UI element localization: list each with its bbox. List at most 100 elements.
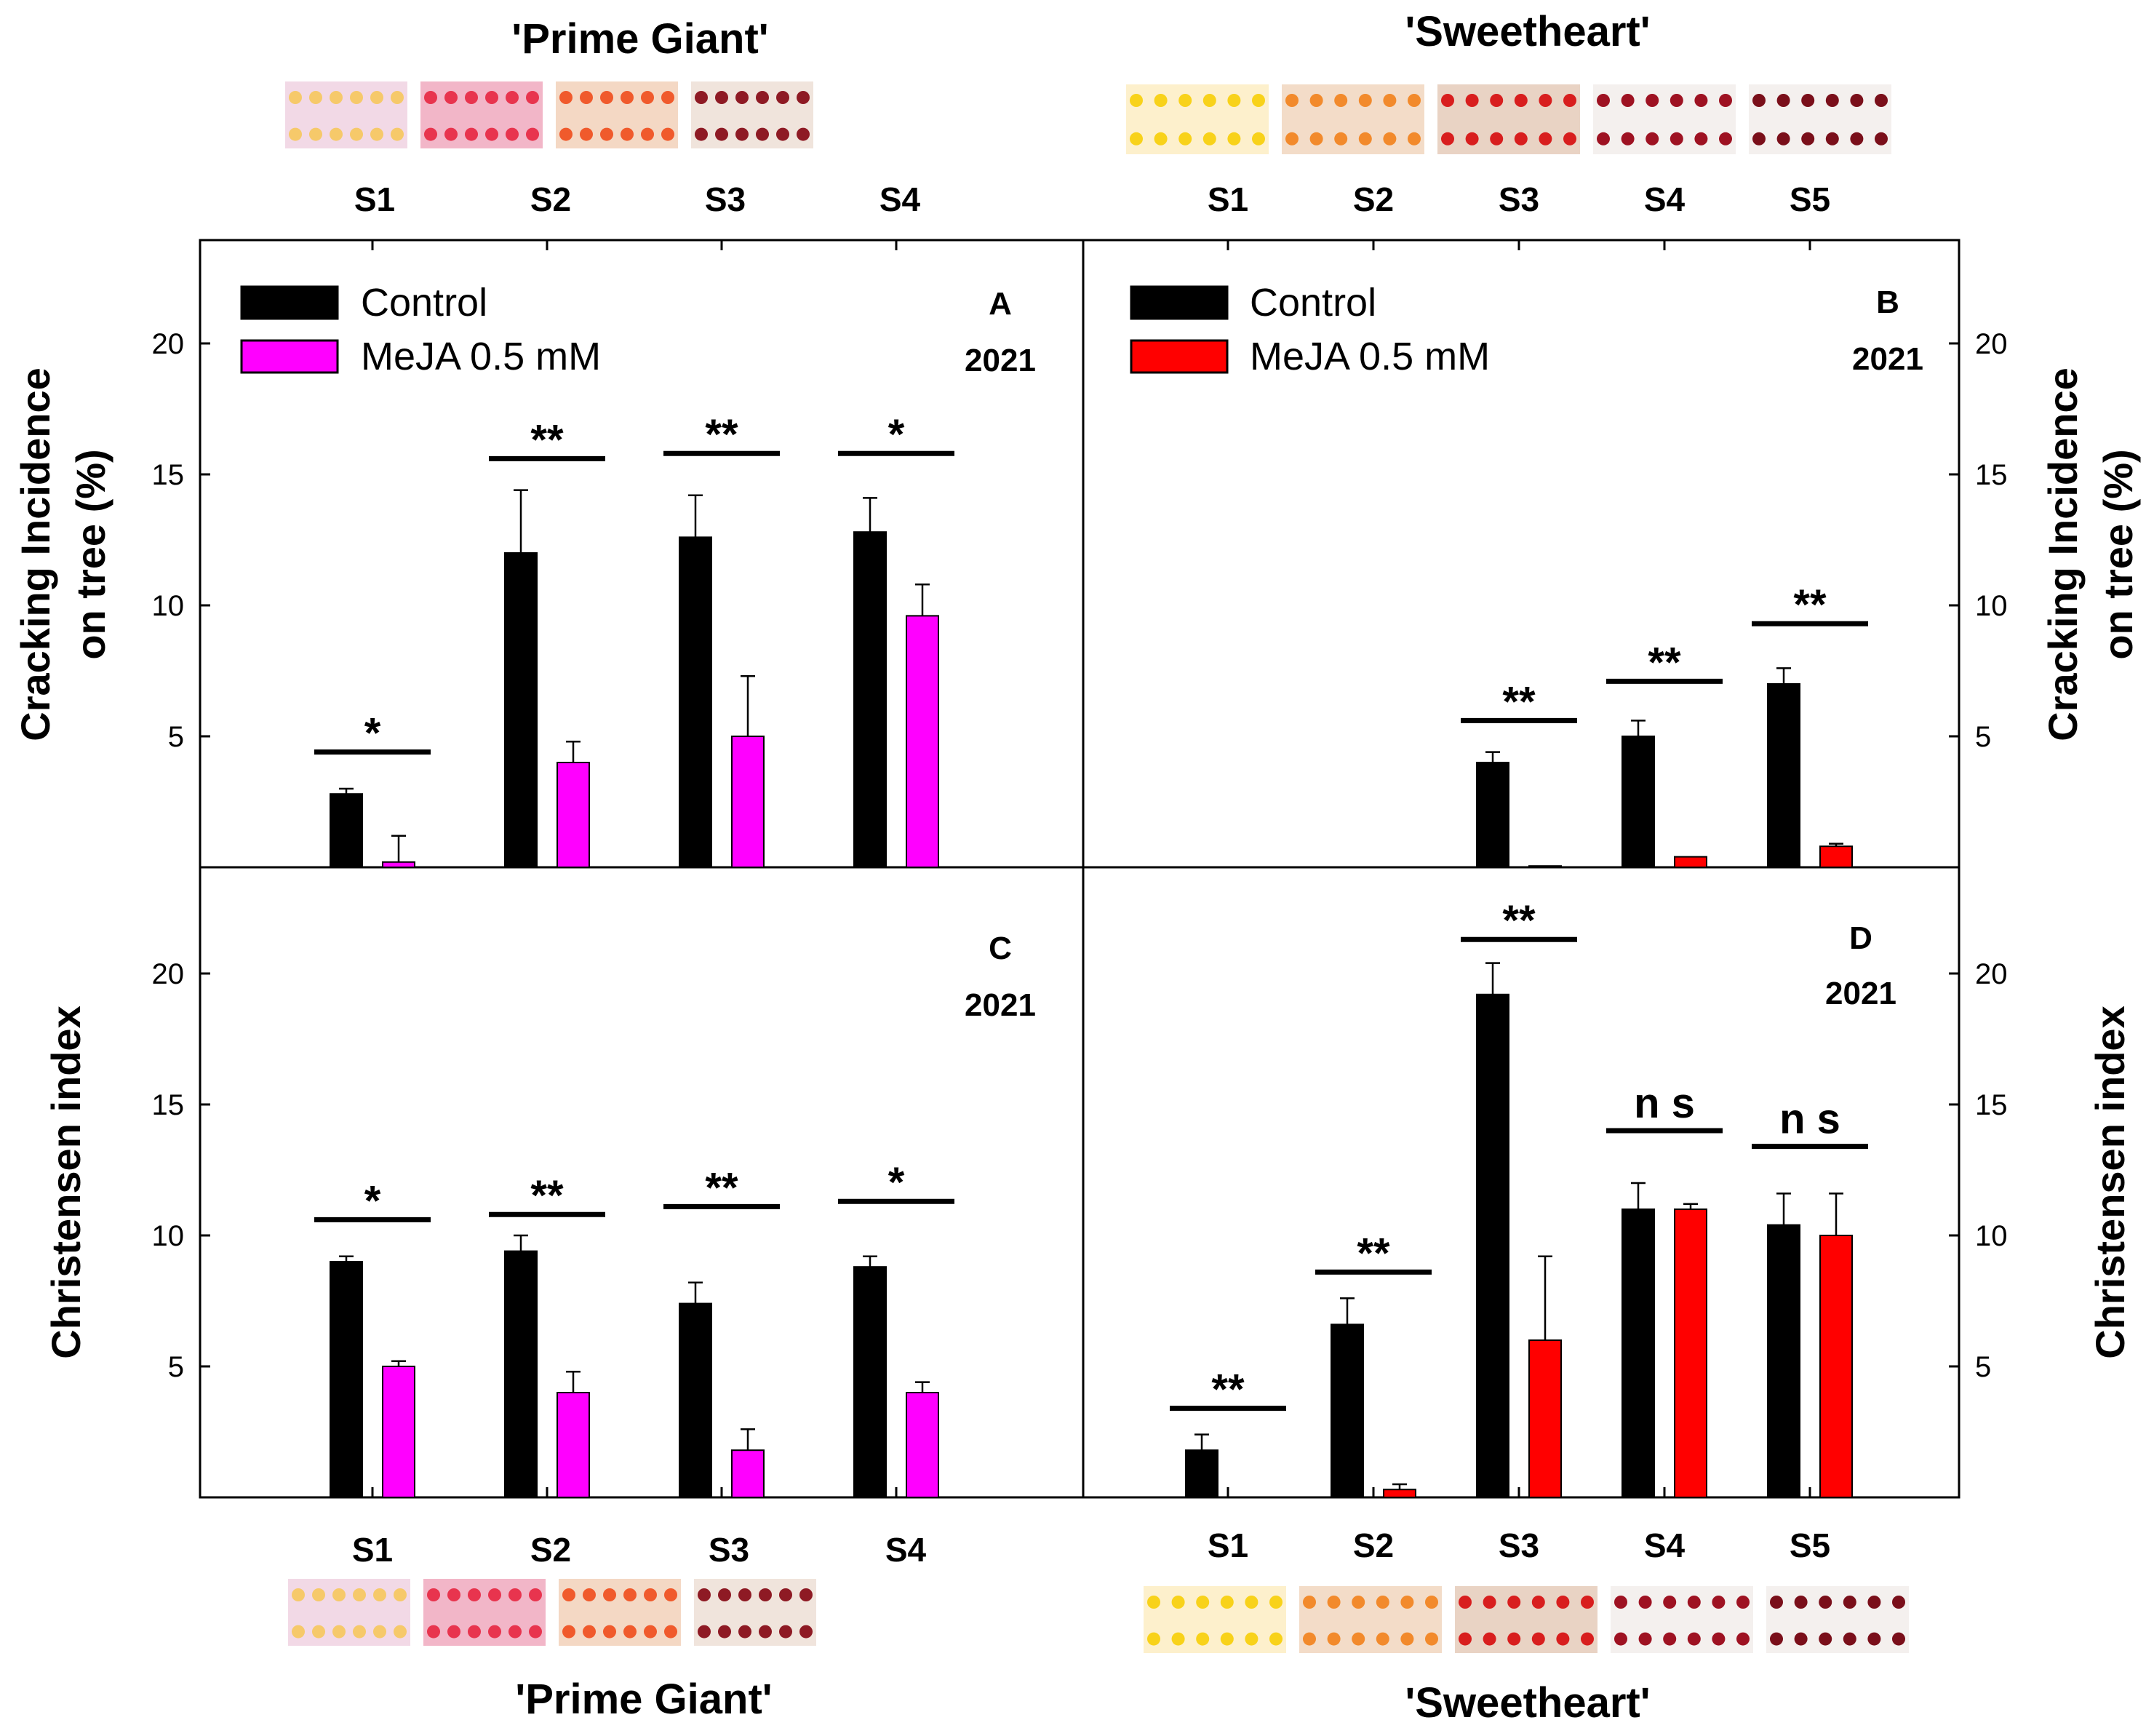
cherry-fruit (603, 1625, 616, 1639)
cherry-fruit (1719, 132, 1732, 146)
cherry-fruit (1875, 132, 1888, 146)
cherry-fruit (1400, 1596, 1414, 1609)
photo-segment (1749, 84, 1891, 154)
cherry-fruit (1752, 132, 1766, 146)
cherry-fruit (735, 91, 749, 104)
cherry-fruit (797, 127, 810, 141)
cherry-fruit (1539, 94, 1552, 107)
cherry-fruit (1202, 94, 1216, 107)
cherry-fruit (695, 91, 708, 104)
cherry-fruit (600, 127, 613, 141)
cherry-fruit (1801, 94, 1815, 107)
significance-marker-s4: * (888, 411, 905, 458)
cherry-fruit (600, 91, 613, 104)
cherry-fruit (427, 1588, 440, 1601)
y-axis-title-a-line1: Cracking Incidence (12, 367, 58, 741)
cherry-fruit (1614, 1632, 1627, 1646)
legend-swatch-control (240, 285, 339, 320)
cherry-fruit (623, 1588, 637, 1601)
panel-a-label: A (989, 286, 1012, 322)
bar-control-s2 (504, 552, 538, 868)
bar-control-s5 (1767, 683, 1800, 868)
significance-marker-s4: ** (1648, 639, 1681, 686)
cherry-fruit (1694, 132, 1708, 146)
cherry-fruit (621, 127, 634, 141)
cherry-fruit (756, 91, 769, 104)
cherry-fruit (289, 91, 302, 104)
cherry-fruit (1383, 94, 1397, 107)
stage-label-s3: S3 (709, 1531, 749, 1569)
bar-control-s4 (1622, 736, 1655, 868)
bar-control-s5 (1767, 1224, 1800, 1498)
bar-control-s3 (679, 536, 712, 869)
cherry-fruit (1490, 94, 1504, 107)
cherry-fruit (1408, 94, 1421, 107)
y-tick-label: 15 (152, 1089, 185, 1121)
cherry-fruit (485, 127, 498, 141)
cherry-fruit (1614, 1596, 1627, 1609)
panel-d-frame (1082, 866, 1960, 1499)
cherry-fruit (779, 1588, 792, 1601)
bar-control-s4 (1622, 1209, 1655, 1498)
panel-a-frame (199, 239, 1085, 869)
significance-marker-s2: ** (530, 416, 564, 463)
stage-label-s5: S5 (1790, 180, 1830, 218)
stage-label-s2: S2 (1353, 1526, 1394, 1564)
cherry-fruit (1245, 1596, 1259, 1609)
cherry-fruit (562, 1625, 575, 1639)
cherry-fruit (468, 1625, 481, 1639)
cherry-fruit (292, 1625, 305, 1639)
cherry-fruit (559, 91, 573, 104)
cherry-fruit (1819, 1632, 1832, 1646)
photo-segment (1455, 1586, 1597, 1653)
stage-label-s2: S2 (530, 180, 571, 218)
y-tick-label: 5 (168, 1351, 184, 1383)
cherry-fruit (759, 1625, 772, 1639)
cherry-fruit (1770, 1632, 1783, 1646)
bar-meja-0-5-mm-s5 (1819, 1235, 1853, 1498)
cherry-fruit (488, 1588, 501, 1601)
significance-marker-s5: n s (1779, 1096, 1840, 1143)
bar-control-s3 (1476, 993, 1509, 1499)
y-axis-title-b-line2: on tree (%) (2095, 449, 2141, 659)
legend-swatch-meja (240, 339, 339, 374)
cherry-fruit (1663, 1632, 1677, 1646)
significance-marker-s5: ** (1793, 581, 1827, 629)
cherry-fruit (1794, 1632, 1808, 1646)
cherry-fruit (603, 1588, 616, 1601)
cherry-fruit (715, 127, 728, 141)
cherry-fruit (1597, 94, 1610, 107)
bar-control-s4 (853, 1266, 887, 1498)
cherry-fruit (529, 1625, 542, 1639)
cherry-fruit (718, 1588, 731, 1601)
y-axis-title-b-line1: Cracking Incidence (2040, 367, 2086, 741)
photo-segment (691, 81, 813, 148)
cherry-fruit (508, 1625, 522, 1639)
cherry-fruit (1227, 132, 1241, 146)
panel-d-year: 2021 (1825, 976, 1896, 1011)
cherry-fruit (312, 1588, 325, 1601)
photo-segment (1282, 84, 1424, 154)
cherry-fruit (623, 1625, 637, 1639)
cherry-fruit (447, 1625, 460, 1639)
cherry-fruit (1850, 132, 1864, 146)
cherry-fruit (1269, 1596, 1283, 1609)
cherry-fruit (1621, 94, 1635, 107)
y-tick-label: 20 (1975, 958, 2008, 990)
cherry-fruit (738, 1625, 751, 1639)
stage-label-s1: S1 (352, 1531, 393, 1569)
cherry-fruit (289, 127, 302, 141)
cherry-fruit (424, 127, 437, 141)
cherry-fruit (353, 1588, 366, 1601)
cherry-fruit (580, 127, 593, 141)
cherry-fruit (1352, 1632, 1365, 1646)
cherry-fruit (621, 91, 634, 104)
stage-label-s4: S4 (879, 180, 921, 218)
cherry-fruit (1563, 94, 1576, 107)
cherry-fruit (370, 127, 383, 141)
y-tick-label: 10 (152, 590, 185, 622)
cherry-fruit (1663, 1596, 1677, 1609)
cherry-fruit (644, 1625, 657, 1639)
significance-marker-s3: ** (705, 1164, 738, 1211)
cherry-fruit (1425, 1596, 1438, 1609)
